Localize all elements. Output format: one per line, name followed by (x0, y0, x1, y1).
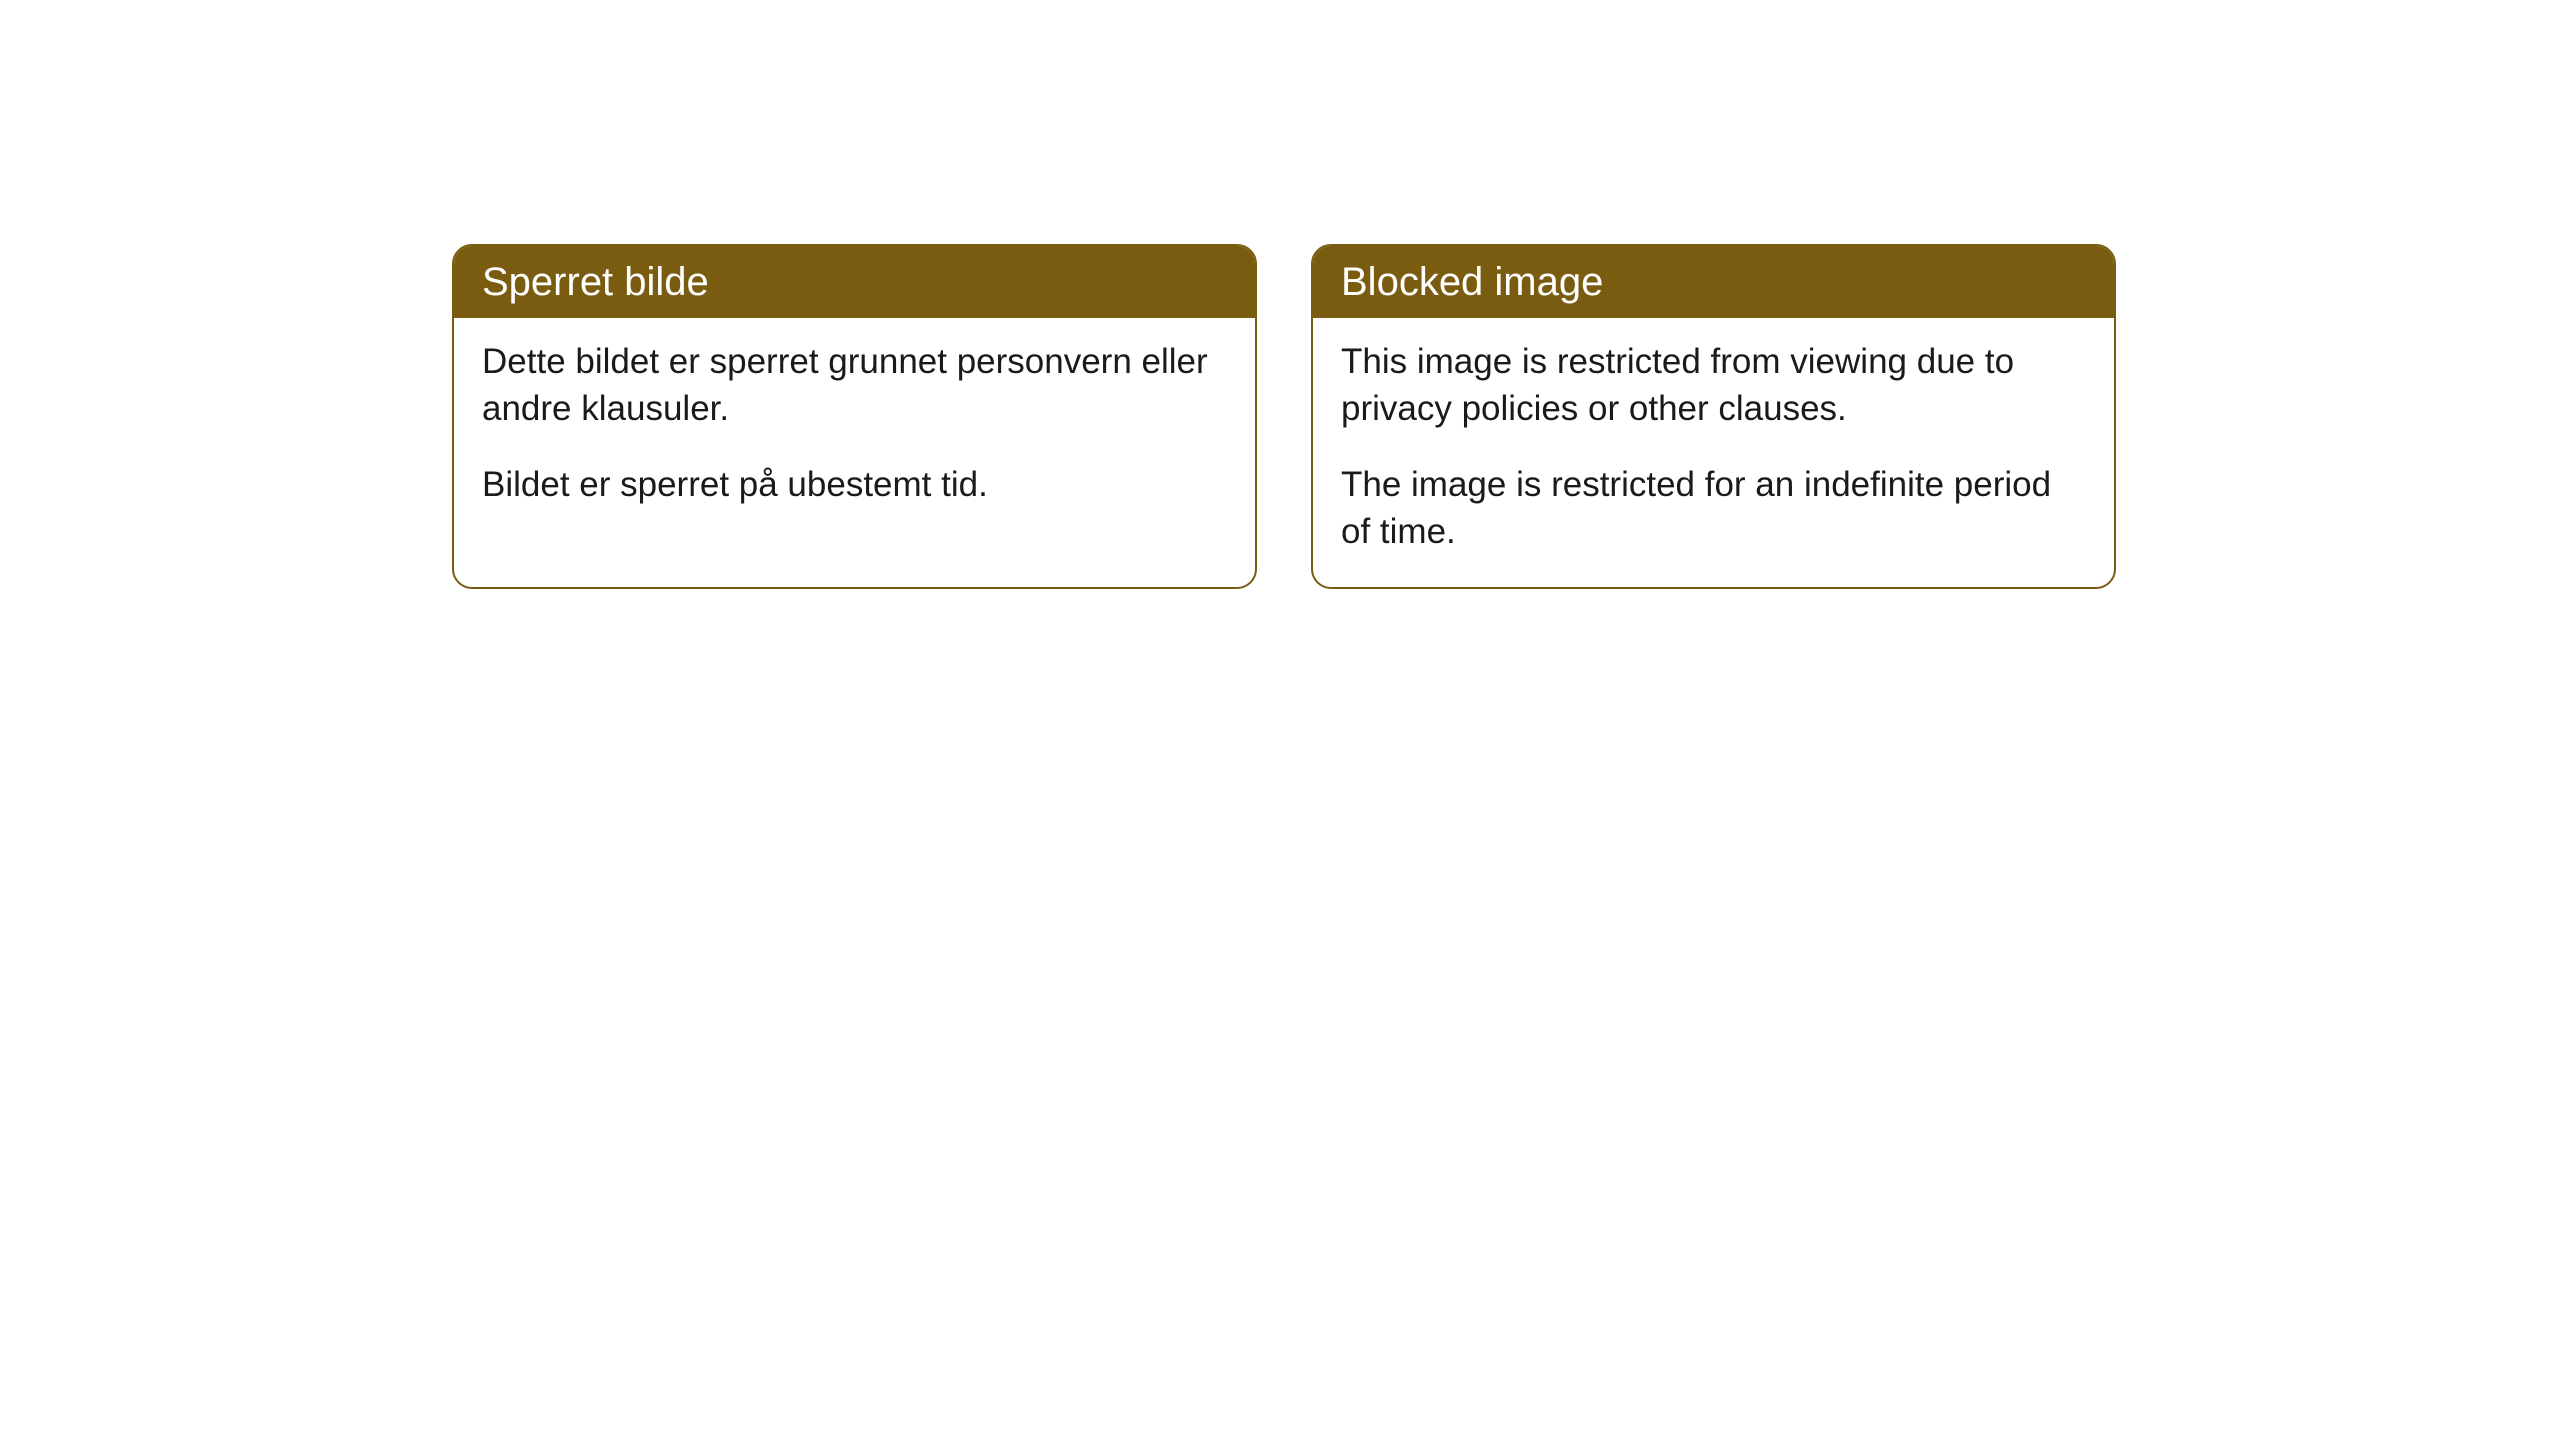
card-body: This image is restricted from viewing du… (1313, 318, 2114, 587)
card-paragraph: This image is restricted from viewing du… (1341, 338, 2086, 433)
card-header: Sperret bilde (454, 246, 1255, 318)
card-paragraph: Bildet er sperret på ubestemt tid. (482, 461, 1227, 508)
card-paragraph: Dette bildet er sperret grunnet personve… (482, 338, 1227, 433)
card-header: Blocked image (1313, 246, 2114, 318)
card-body: Dette bildet er sperret grunnet personve… (454, 318, 1255, 540)
cards-container: Sperret bilde Dette bildet er sperret gr… (0, 0, 2560, 589)
blocked-image-card-no: Sperret bilde Dette bildet er sperret gr… (452, 244, 1257, 589)
card-paragraph: The image is restricted for an indefinit… (1341, 461, 2086, 556)
blocked-image-card-en: Blocked image This image is restricted f… (1311, 244, 2116, 589)
